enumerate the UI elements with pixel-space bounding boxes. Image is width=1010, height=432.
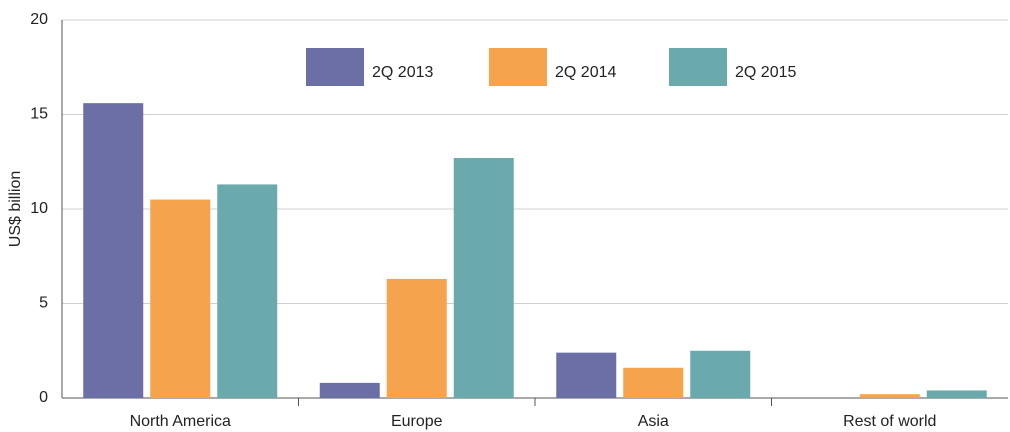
bar [217, 184, 278, 398]
bar [386, 278, 447, 398]
y-tick-label: 15 [30, 106, 48, 123]
legend-swatch [669, 48, 727, 86]
bar [319, 382, 380, 398]
bar [859, 394, 920, 398]
y-tick-label: 20 [30, 11, 48, 28]
y-tick-label: 10 [30, 200, 48, 217]
bar [150, 199, 211, 398]
legend-label: 2Q 2013 [372, 64, 433, 81]
x-tick-label: Asia [638, 413, 669, 430]
y-axis-label: US$ billion [7, 171, 24, 247]
bar [690, 350, 751, 398]
legend-swatch [306, 48, 364, 86]
bar [556, 352, 617, 398]
y-tick-label: 5 [39, 295, 48, 312]
legend-label: 2Q 2015 [735, 64, 796, 81]
legend-label: 2Q 2014 [555, 64, 616, 81]
x-tick-label: North America [130, 413, 231, 430]
legend-swatch [489, 48, 547, 86]
y-tick-label: 0 [39, 389, 48, 406]
bar [83, 103, 144, 398]
bar [926, 390, 987, 398]
bar [623, 367, 684, 398]
bar [453, 157, 514, 398]
x-tick-label: Rest of world [843, 413, 936, 430]
x-tick-label: Europe [391, 413, 443, 430]
